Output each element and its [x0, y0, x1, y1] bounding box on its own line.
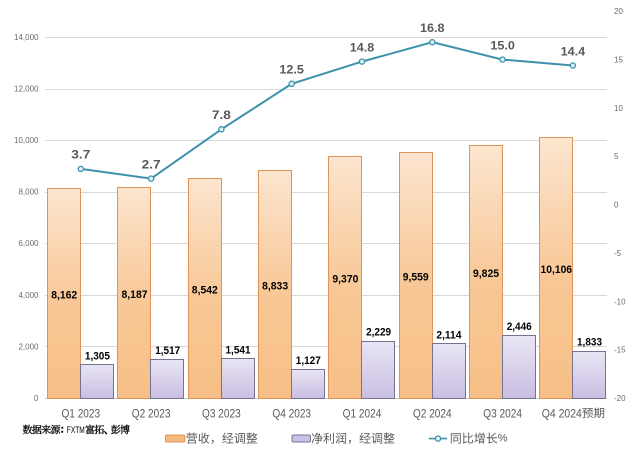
svg-text:4,000: 4,000	[18, 291, 39, 300]
svg-text:20: 20	[614, 7, 623, 16]
svg-text:2,446: 2,446	[507, 321, 532, 333]
svg-text:8,000: 8,000	[18, 188, 39, 197]
svg-text:1,833: 1,833	[577, 337, 602, 349]
svg-text:Q4 2023: Q4 2023	[272, 407, 311, 421]
svg-text:0: 0	[614, 201, 619, 210]
svg-text:14.4: 14.4	[561, 44, 586, 58]
svg-text:8,187: 8,187	[122, 289, 148, 301]
svg-text:15: 15	[614, 56, 623, 65]
svg-text:10,106: 10,106	[541, 264, 573, 276]
svg-text:12.5: 12.5	[279, 63, 304, 77]
svg-text:FXTM: FXTM	[67, 425, 85, 436]
svg-text:14,000: 14,000	[14, 33, 39, 42]
svg-text:Q2 2024: Q2 2024	[413, 407, 452, 421]
svg-text:Q4 2024: Q4 2024	[542, 407, 582, 421]
svg-text:Q2 2023: Q2 2023	[132, 407, 171, 421]
svg-text:Q1 2024: Q1 2024	[343, 407, 382, 421]
svg-text:12,000: 12,000	[14, 85, 39, 94]
svg-text:9,370: 9,370	[332, 274, 358, 286]
svg-text:1,517: 1,517	[155, 345, 180, 357]
svg-text:1,127: 1,127	[296, 355, 321, 367]
svg-text:-10: -10	[614, 297, 626, 306]
svg-text:Q1 2023: Q1 2023	[61, 407, 100, 421]
svg-text:9,825: 9,825	[473, 268, 499, 280]
svg-text:1,305: 1,305	[85, 350, 110, 362]
svg-text:10,000: 10,000	[14, 136, 39, 145]
svg-text:Q3 2023: Q3 2023	[202, 407, 241, 421]
svg-text:8,162: 8,162	[51, 289, 77, 301]
svg-text:2,229: 2,229	[366, 327, 391, 339]
svg-text:-20: -20	[614, 394, 626, 403]
svg-text:14.8: 14.8	[350, 40, 375, 54]
svg-text:2,114: 2,114	[436, 330, 462, 342]
svg-text:%: %	[498, 433, 508, 445]
svg-text:7.8: 7.8	[212, 108, 231, 122]
svg-text:16.8: 16.8	[420, 21, 445, 35]
svg-text:-15: -15	[614, 346, 626, 355]
svg-text:Q3 2024: Q3 2024	[483, 407, 522, 421]
svg-text:15.0: 15.0	[490, 38, 515, 52]
svg-text:2,000: 2,000	[18, 342, 39, 351]
svg-text:9,559: 9,559	[403, 271, 429, 283]
svg-text:1,541: 1,541	[226, 344, 251, 356]
svg-text:3.7: 3.7	[71, 148, 90, 162]
svg-text:-5: -5	[614, 249, 622, 258]
svg-text:8,833: 8,833	[262, 281, 288, 293]
svg-text:5: 5	[614, 152, 619, 161]
svg-text:6,000: 6,000	[18, 239, 39, 248]
svg-text:0: 0	[34, 394, 39, 403]
svg-text:8,542: 8,542	[192, 284, 218, 296]
svg-text:2.7: 2.7	[142, 157, 161, 171]
svg-text:10: 10	[614, 104, 623, 113]
